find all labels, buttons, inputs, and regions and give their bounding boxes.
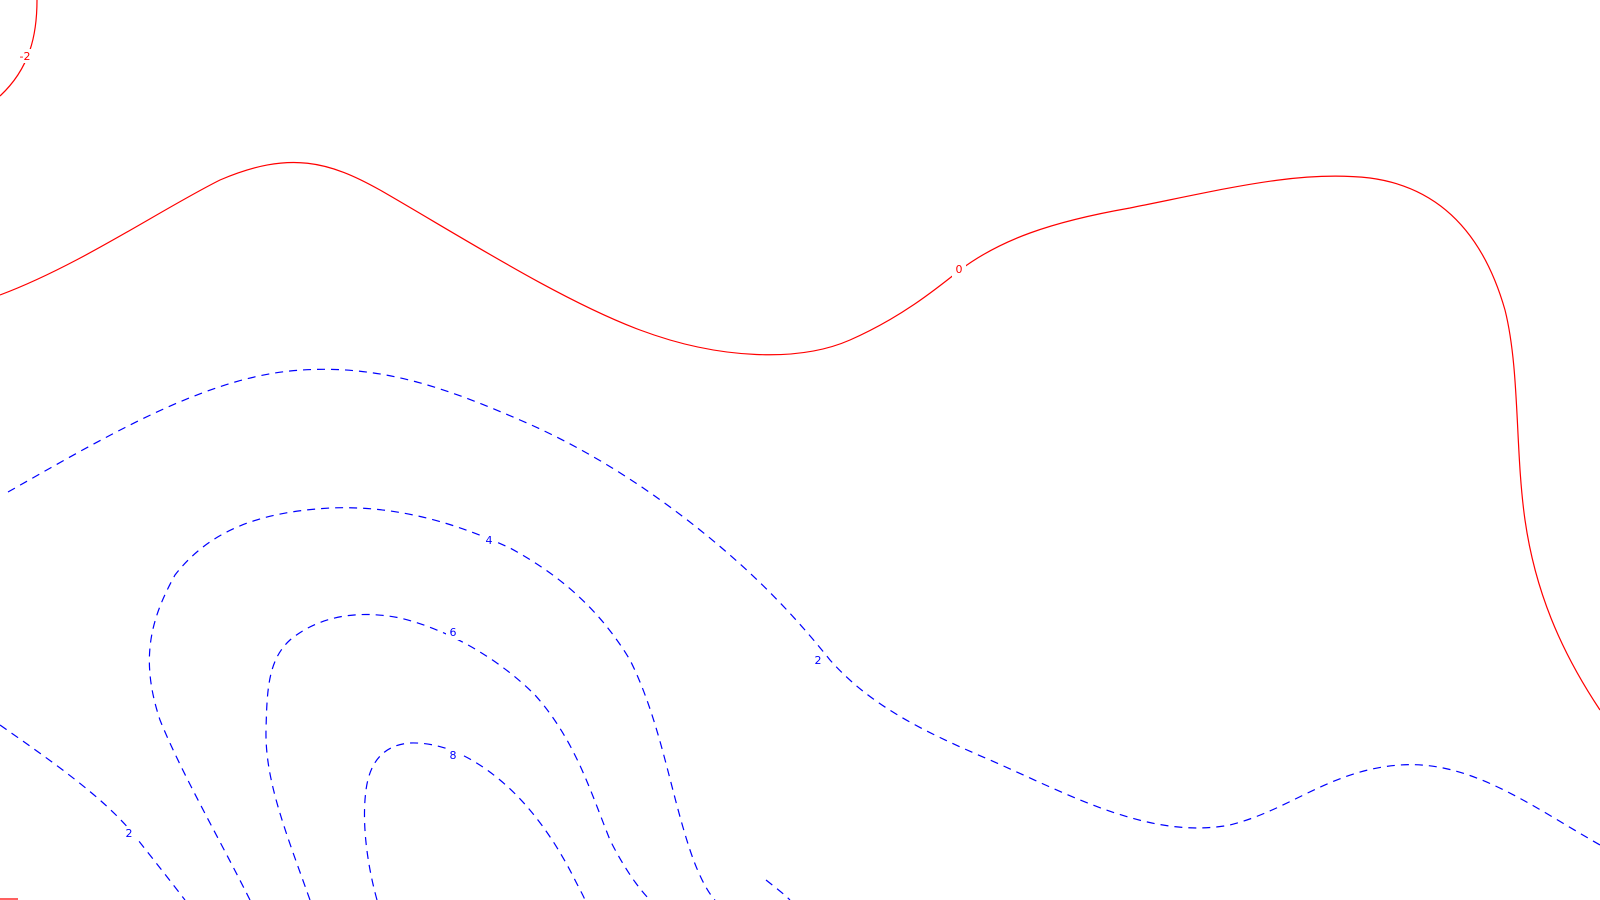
contour-line-8 xyxy=(363,742,586,900)
contour-line-2-lower xyxy=(0,724,186,900)
contour-label-2-lower: 2 xyxy=(126,827,133,840)
contour-line-6 xyxy=(265,613,651,900)
contour-line-minus2 xyxy=(0,0,38,97)
contour-label-4: 4 xyxy=(486,534,493,547)
contour-label-8: 8 xyxy=(450,749,457,762)
contour-label-6: 6 xyxy=(450,626,457,639)
contour-label-2-upper: 2 xyxy=(815,654,822,667)
contour-line-0 xyxy=(0,161,1600,711)
contour-labels: -2 0 2 2 4 6 8 xyxy=(16,49,966,841)
contour-line-8-tail xyxy=(765,879,791,900)
contour-line-4 xyxy=(148,507,716,900)
contour-label-0: 0 xyxy=(956,263,963,276)
contour-line-2-upper xyxy=(7,368,1600,846)
contour-label-minus2: -2 xyxy=(20,50,31,63)
